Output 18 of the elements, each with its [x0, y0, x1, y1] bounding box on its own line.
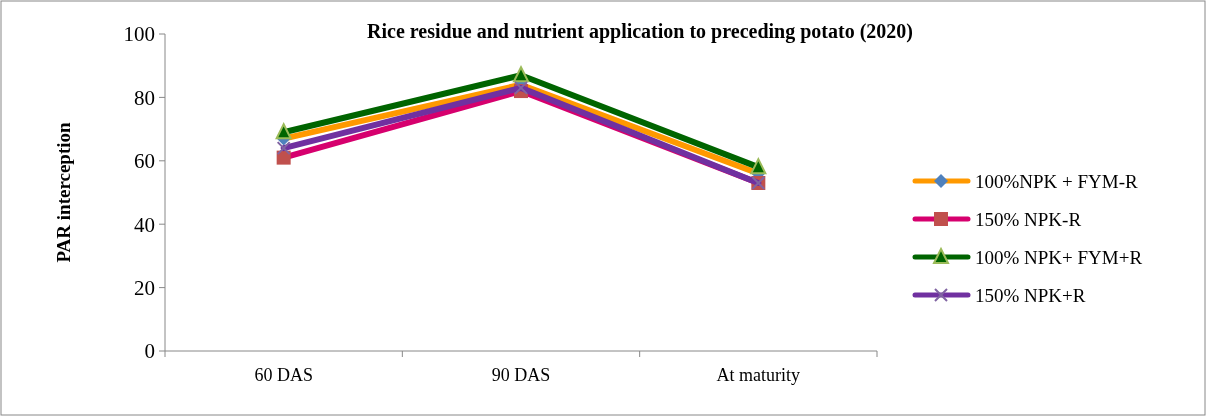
- legend-label: 100%NPK + FYM-R: [975, 170, 1139, 192]
- y-tick-label: 80: [134, 85, 155, 110]
- x-tick-label: 60 DAS: [254, 365, 313, 385]
- y-tick-label: 20: [134, 275, 155, 300]
- chart-title: Rice residue and nutrient application to preceding potato (2020): [367, 20, 913, 43]
- y-tick-label: 100: [123, 22, 155, 47]
- point: [513, 66, 529, 83]
- y-tick-label: 0: [144, 339, 155, 364]
- legend-label: 100% NPK+ FYM+R: [975, 246, 1143, 268]
- x-tick-label: At maturity: [716, 365, 801, 385]
- x-tick-label: 90 DAS: [491, 365, 551, 385]
- y-tick-label: 40: [134, 212, 155, 237]
- y-axis-title: PAR interception: [53, 121, 74, 263]
- legend-label: 150% NPK+R: [975, 284, 1086, 306]
- y-tick-label: 60: [134, 149, 155, 174]
- point: [275, 123, 292, 140]
- legend-label: 150% NPK-R: [975, 208, 1082, 230]
- point: [750, 158, 767, 175]
